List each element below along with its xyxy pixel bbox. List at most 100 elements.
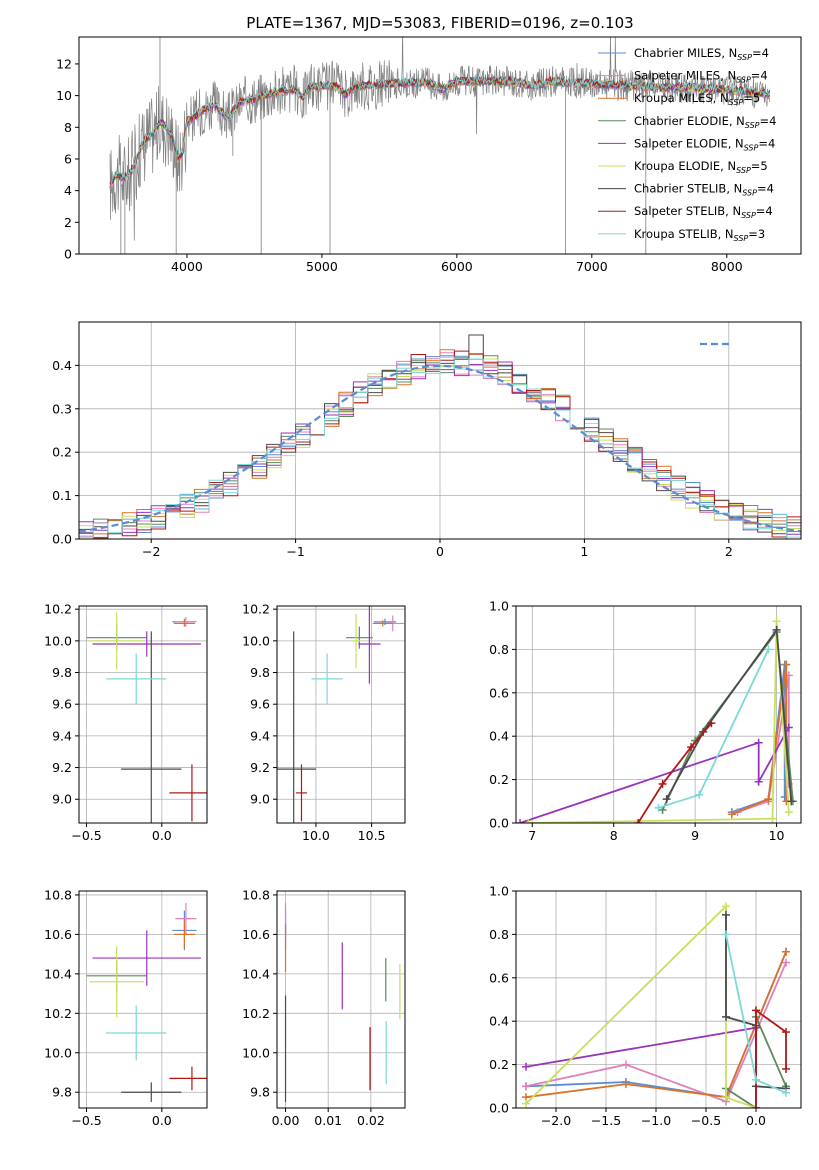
x-tick-label: −2 — [142, 544, 160, 559]
plot-area-residuals — [79, 334, 801, 539]
errorbar-point — [295, 764, 308, 822]
x-tick-label: −0.5 — [691, 1113, 721, 1128]
y-tick-label: 10 — [56, 88, 72, 103]
weight-line-kroupa-elodie — [525, 904, 757, 1108]
axes-frame — [78, 36, 802, 255]
legend-label: Salpeter ELODIE, NSSP=4 — [634, 136, 775, 152]
legend-label: Kroupa MILES, NSSP=5 — [634, 91, 760, 107]
x-tick-label: 10.5 — [358, 828, 386, 843]
plot-area-weight_vs_age — [516, 617, 797, 823]
errorbar-point — [92, 631, 201, 657]
x-tick-label: 0.00 — [272, 1113, 300, 1128]
y-tick-label: 9.8 — [250, 665, 270, 680]
weight-marker — [787, 797, 796, 806]
weight-marker — [722, 1093, 730, 1102]
legend-label: Chabrier STELIB, NSSP=4 — [634, 182, 774, 198]
y-tick-label: 0.4 — [489, 1014, 509, 1029]
y-tick-label: 10.2 — [242, 1006, 270, 1021]
chart-age_vs_Z: −0.5 0.0 9.0 9.2 9.4 9.6 9.8 10.0 10.2 — [44, 602, 208, 843]
weight-marker — [782, 947, 790, 956]
weight-line-kroupa-elodie — [528, 621, 790, 823]
weight-marker — [772, 617, 781, 626]
y-tick-label: 9.4 — [52, 728, 72, 743]
weight-line-salpeter-stelib — [637, 722, 713, 823]
weight-marker — [752, 1104, 760, 1108]
x-tick-label: 0.0 — [746, 1113, 766, 1128]
errorbar-point — [372, 620, 393, 627]
y-tick-label: 10.0 — [44, 1045, 72, 1060]
y-tick-label: 10.6 — [44, 927, 72, 942]
model-spectrum-kroupa-stelib — [109, 74, 771, 187]
x-tick-label: −1.5 — [591, 1113, 621, 1128]
x-tick-label: 7000 — [576, 259, 608, 274]
errorbar-point — [121, 631, 182, 823]
y-tick-label: 0.3 — [52, 401, 72, 416]
errorbar-point — [106, 1005, 167, 1061]
weight-marker — [764, 795, 773, 804]
y-tick-label: 9.8 — [52, 665, 72, 680]
errorbar-point — [173, 920, 195, 949]
weight-marker — [752, 1006, 760, 1015]
errorbar-point — [346, 626, 373, 649]
x-tick-label: −2.0 — [541, 1113, 571, 1128]
weight-marker — [782, 660, 791, 669]
plot-area-mass_vs_EBV — [284, 902, 401, 1103]
y-tick-label: 8 — [64, 120, 72, 135]
weight-marker — [654, 803, 663, 812]
weight-marker — [752, 1075, 760, 1084]
legend-label: Salpeter MILES, NSSP=4 — [634, 69, 768, 85]
y-tick-label: 0.0 — [489, 816, 509, 831]
x-tick-label: 10.0 — [302, 828, 330, 843]
y-tick-label: 0.8 — [489, 642, 509, 657]
y-tick-label: 10.2 — [44, 1006, 72, 1021]
chart-weight_vs_age: 7 8 9 10 0.0 0.2 0.4 0.6 0.8 1.0 — [489, 599, 802, 843]
y-tick-label: 0.6 — [489, 970, 509, 985]
x-tick-label: 5000 — [306, 259, 338, 274]
y-tick-label: 9.4 — [250, 728, 270, 743]
y-tick-label: 4 — [64, 183, 72, 198]
weight-marker — [722, 930, 730, 939]
x-tick-label: −1.0 — [641, 1113, 671, 1128]
plot-area-spectrum — [109, 37, 771, 254]
errorbar-point — [169, 1066, 207, 1091]
chart-mass_vs_EBV: 0.00 0.01 0.02 9.8 10.0 10.2 10.4 10.6 10.8 — [242, 887, 406, 1128]
y-tick-label: 9.6 — [52, 697, 72, 712]
normal-distribution-curve — [79, 364, 801, 533]
y-tick-label: 1.0 — [489, 884, 509, 899]
x-tick-label: 4000 — [171, 259, 203, 274]
y-tick-label: 10.8 — [44, 887, 72, 902]
y-tick-label: 10.0 — [242, 1045, 270, 1060]
observed-spectrum-line — [109, 37, 771, 241]
errorbar-point — [106, 653, 167, 705]
weight-marker — [782, 1064, 790, 1073]
x-tick-label: 0.0 — [152, 1113, 172, 1128]
y-tick-label: 9.8 — [250, 1085, 270, 1100]
weight-marker — [782, 958, 790, 967]
y-tick-label: 9.8 — [52, 1085, 72, 1100]
plot-area-age_vs_mass — [277, 606, 404, 823]
legend-label: Salpeter STELIB, NSSP=4 — [634, 204, 773, 220]
y-tick-label: 10.6 — [242, 927, 270, 942]
axes-frame — [78, 605, 208, 824]
y-tick-label: 1.0 — [489, 599, 509, 614]
weight-marker — [634, 819, 643, 823]
x-tick-label: 8000 — [711, 259, 743, 274]
y-tick-label: 2 — [64, 215, 72, 230]
weight-marker — [695, 790, 704, 799]
weight-marker — [727, 810, 736, 819]
x-tick-label: 0.0 — [152, 828, 172, 843]
weight-marker — [772, 625, 781, 634]
plot-area-weight_vs_Z — [522, 902, 790, 1108]
chart-residuals: −2 −1 0 1 2 0.0 0.1 0.2 0.3 0.4 — [52, 321, 802, 559]
errorbar-point — [175, 617, 197, 627]
y-tick-label: 9.6 — [250, 697, 270, 712]
x-tick-label: 2 — [725, 544, 733, 559]
weight-marker — [662, 795, 671, 804]
weight-marker — [754, 777, 763, 786]
x-tick-label: 0 — [436, 544, 444, 559]
weight-marker — [524, 819, 533, 823]
weight-marker — [522, 1082, 530, 1091]
weight-marker — [658, 779, 667, 788]
y-tick-label: 9.0 — [52, 792, 72, 807]
